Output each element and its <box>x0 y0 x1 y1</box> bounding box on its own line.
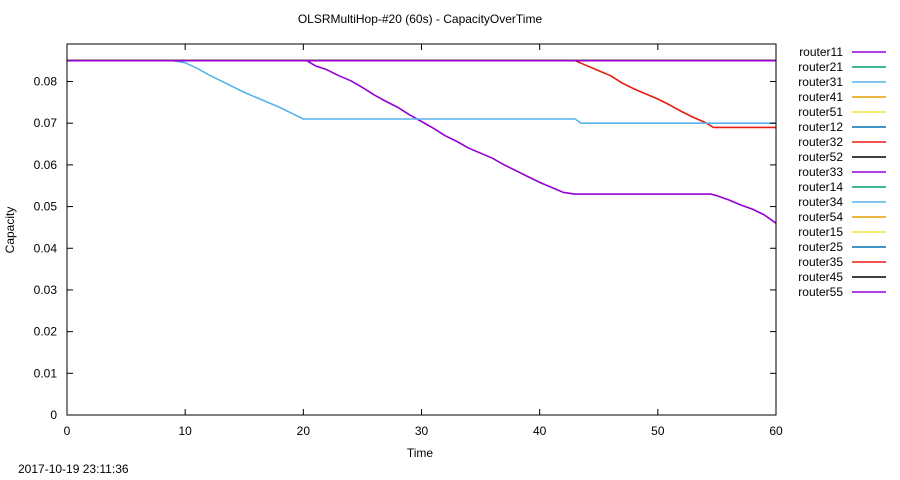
y-tick-label: 0.07 <box>34 116 58 130</box>
x-tick-label: 10 <box>178 424 192 438</box>
y-tick-label: 0 <box>50 408 57 422</box>
x-tick-label: 20 <box>297 424 311 438</box>
plot-frame <box>66 43 777 416</box>
x-axis: 0 10 20 30 40 50 60 <box>64 44 783 438</box>
x-tick-label: 0 <box>64 424 71 438</box>
legend-label-router54: router54 <box>798 210 843 224</box>
x-tick-label: 30 <box>415 424 429 438</box>
legend-label-router51: router51 <box>798 105 843 119</box>
legend-label-router32: router32 <box>798 135 843 149</box>
legend-label-router31: router31 <box>798 75 843 89</box>
series-line-router33 <box>67 59 777 224</box>
y-tick-label: 0.03 <box>34 283 58 297</box>
y-tick-label: 0.05 <box>34 200 58 214</box>
legend-label-router14: router14 <box>798 180 843 194</box>
legend-label-router21: router21 <box>798 60 843 74</box>
series-line-router34 <box>67 59 776 124</box>
legend-label-router41: router41 <box>798 90 843 104</box>
legend-label-router52: router52 <box>798 150 843 164</box>
y-axis-label: Capacity <box>3 207 17 254</box>
legend-label-router25: router25 <box>798 240 843 254</box>
series-line-router32 <box>67 59 776 129</box>
x-tick-label: 50 <box>651 424 665 438</box>
x-tick-label: 40 <box>533 424 547 438</box>
y-tick-label: 0.01 <box>34 366 58 380</box>
y-axis: 0 0.01 0.02 0.03 0.04 0.05 0.06 0.07 0.08 <box>34 75 776 422</box>
y-tick-label: 0.08 <box>34 75 58 89</box>
chart-title: OLSRMultiHop-#20 (60s) - CapacityOverTim… <box>297 12 543 26</box>
legend-label-router33: router33 <box>798 165 843 179</box>
legend-label-router35: router35 <box>798 255 843 269</box>
legend-label-router11: router11 <box>799 45 843 59</box>
series-layer <box>67 59 777 224</box>
legend-label-router15: router15 <box>798 225 843 239</box>
legend-label-router45: router45 <box>798 270 843 284</box>
timestamp: 2017-10-19 23:11:36 <box>18 462 129 476</box>
legend-label-router34: router34 <box>798 195 843 209</box>
y-tick-label: 0.04 <box>34 241 58 255</box>
legend: router11router21router31router41router51… <box>798 45 886 299</box>
x-axis-label: Time <box>407 446 434 460</box>
legend-label-router55: router55 <box>798 285 843 299</box>
y-tick-label: 0.02 <box>34 325 58 339</box>
x-tick-label: 60 <box>769 424 783 438</box>
y-tick-label: 0.06 <box>34 158 58 172</box>
legend-label-router12: router12 <box>798 120 843 134</box>
